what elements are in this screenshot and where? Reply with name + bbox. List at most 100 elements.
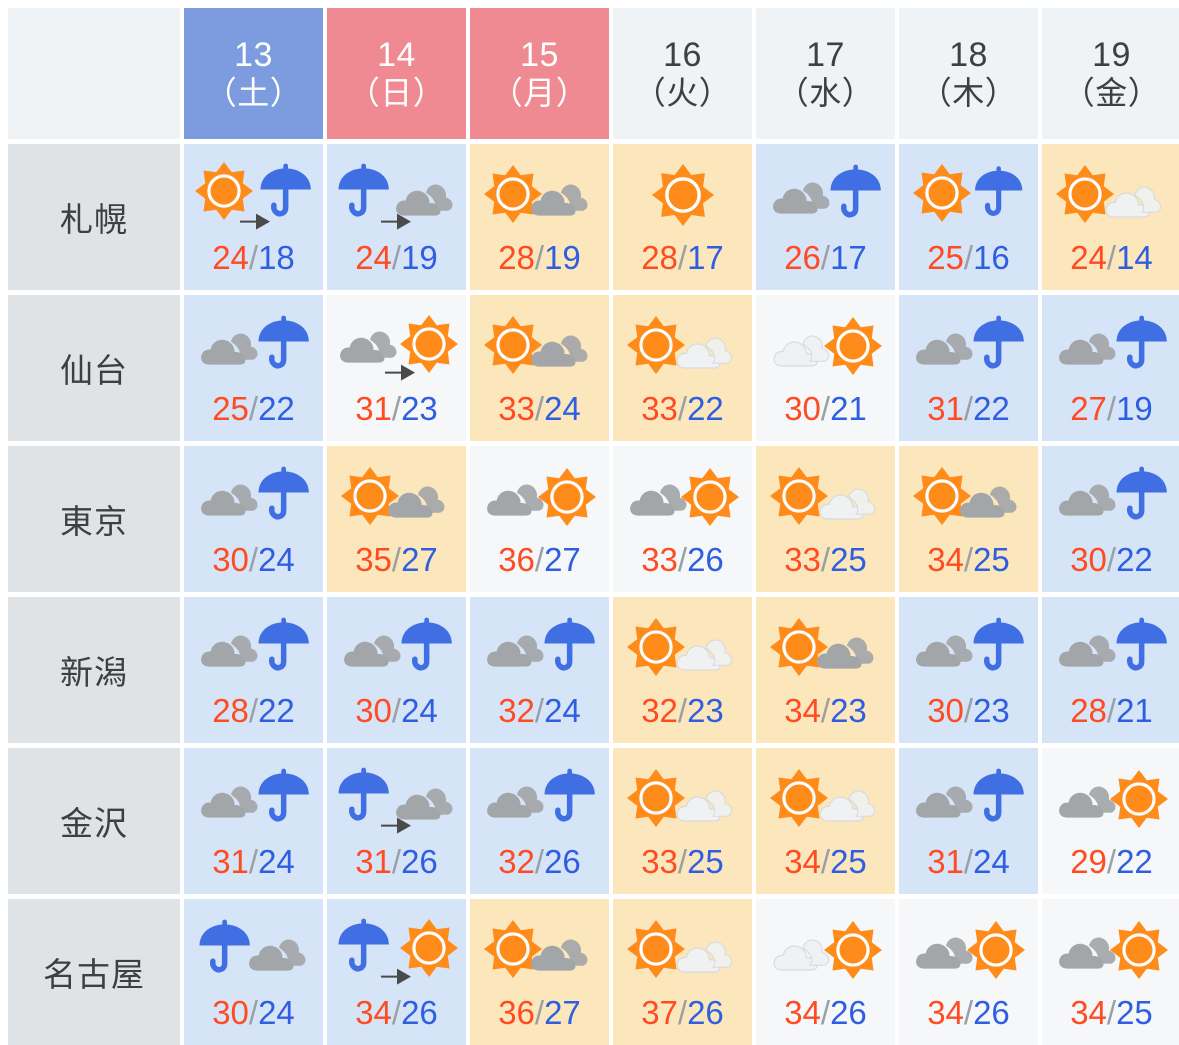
temperature-range: 31/22: [927, 390, 1010, 428]
forecast-cell[interactable]: 26/17: [756, 144, 895, 290]
weather-icon-sun-cloud: [470, 308, 609, 384]
forecast-cell[interactable]: 34/26: [756, 899, 895, 1045]
forecast-cell[interactable]: 28/21: [1042, 597, 1179, 743]
temperature-separator: /: [820, 692, 831, 729]
header-day-number: 17: [806, 35, 845, 74]
forecast-cell[interactable]: 34/25: [899, 446, 1038, 592]
temperature-separator: /: [534, 692, 545, 729]
forecast-cell[interactable]: 34/23: [756, 597, 895, 743]
temperature-high: 34: [784, 994, 821, 1031]
temperature-high: 27: [1070, 390, 1107, 427]
temperature-separator: /: [963, 843, 974, 880]
temperature-range: 26/17: [784, 239, 867, 277]
temperature-separator: /: [963, 390, 974, 427]
temperature-high: 28: [212, 692, 249, 729]
forecast-cell[interactable]: 24/14: [1042, 144, 1179, 290]
weather-icon-cloud-rain: [470, 610, 609, 686]
forecast-cell[interactable]: 30/24: [327, 597, 466, 743]
forecast-cell[interactable]: 31/23: [327, 295, 466, 441]
forecast-cell[interactable]: 28/17: [613, 144, 752, 290]
forecast-cell[interactable]: 33/25: [613, 748, 752, 894]
forecast-cell[interactable]: 28/19: [470, 144, 609, 290]
temperature-high: 30: [784, 390, 821, 427]
forecast-cell[interactable]: 33/25: [756, 446, 895, 592]
forecast-cell[interactable]: 30/21: [756, 295, 895, 441]
weather-icon-cloud-rain: [184, 459, 323, 535]
temperature-low: 21: [1116, 692, 1153, 729]
weather-icon-sun-cloud: [899, 459, 1038, 535]
forecast-cell[interactable]: 29/22: [1042, 748, 1179, 894]
temperature-low: 19: [544, 239, 581, 276]
temperature-low: 26: [401, 843, 438, 880]
weather-icon-whitecloud-sun: [756, 912, 895, 988]
forecast-cell[interactable]: 31/26: [327, 748, 466, 894]
temperature-low: 18: [258, 239, 295, 276]
forecast-cell[interactable]: 31/24: [899, 748, 1038, 894]
temperature-high: 25: [927, 239, 964, 276]
temperature-range: 30/22: [1070, 541, 1153, 579]
forecast-cell[interactable]: 32/24: [470, 597, 609, 743]
forecast-cell[interactable]: 24/18: [184, 144, 323, 290]
forecast-cell[interactable]: 25/22: [184, 295, 323, 441]
temperature-high: 33: [641, 390, 678, 427]
forecast-cell[interactable]: 34/26: [327, 899, 466, 1045]
forecast-cell[interactable]: 31/22: [899, 295, 1038, 441]
forecast-cell[interactable]: 30/22: [1042, 446, 1179, 592]
temperature-high: 34: [784, 692, 821, 729]
temperature-high: 29: [1070, 843, 1107, 880]
temperature-high: 26: [784, 239, 821, 276]
weather-icon-sun-cloud: [470, 912, 609, 988]
forecast-cell[interactable]: 34/25: [756, 748, 895, 894]
temperature-separator: /: [1106, 994, 1117, 1031]
forecast-cell[interactable]: 30/24: [184, 446, 323, 592]
temperature-low: 19: [401, 239, 438, 276]
temperature-high: 33: [641, 843, 678, 880]
weather-icon-rain-then-cloud: [327, 157, 466, 233]
temperature-separator: /: [677, 541, 688, 578]
weather-icon-cloud-sun: [1042, 912, 1179, 988]
forecast-cell[interactable]: 34/26: [899, 899, 1038, 1045]
forecast-cell[interactable]: 25/16: [899, 144, 1038, 290]
forecast-cell[interactable]: 35/27: [327, 446, 466, 592]
forecast-cell[interactable]: 32/26: [470, 748, 609, 894]
temperature-high: 24: [212, 239, 249, 276]
forecast-cell[interactable]: 36/27: [470, 899, 609, 1045]
temperature-high: 30: [927, 692, 964, 729]
weather-icon-cloud-sun: [1042, 761, 1179, 837]
forecast-cell[interactable]: 30/24: [184, 899, 323, 1045]
weather-icon-cloud-sun: [470, 459, 609, 535]
forecast-cell[interactable]: 28/22: [184, 597, 323, 743]
header-day-of-week: （水）: [776, 74, 875, 111]
temperature-low: 22: [1116, 541, 1153, 578]
forecast-cell[interactable]: 33/24: [470, 295, 609, 441]
temperature-high: 32: [498, 692, 535, 729]
forecast-cell[interactable]: 27/19: [1042, 295, 1179, 441]
temperature-low: 25: [973, 541, 1010, 578]
temperature-separator: /: [391, 692, 402, 729]
temperature-separator: /: [248, 843, 259, 880]
forecast-cell[interactable]: 33/22: [613, 295, 752, 441]
forecast-cell[interactable]: 33/26: [613, 446, 752, 592]
forecast-cell[interactable]: 37/26: [613, 899, 752, 1045]
column-header-day-18: 18 （木）: [899, 8, 1038, 139]
temperature-high: 33: [784, 541, 821, 578]
temperature-separator: /: [248, 541, 259, 578]
forecast-cell[interactable]: 34/25: [1042, 899, 1179, 1045]
weather-icon-sun-whitecloud: [613, 308, 752, 384]
forecast-cell[interactable]: 30/23: [899, 597, 1038, 743]
forecast-cell[interactable]: 36/27: [470, 446, 609, 592]
forecast-cell[interactable]: 24/19: [327, 144, 466, 290]
weather-icon-sun-cloud: [470, 157, 609, 233]
temperature-range: 33/24: [498, 390, 581, 428]
temperature-low: 25: [830, 541, 867, 578]
forecast-cell[interactable]: 31/24: [184, 748, 323, 894]
forecast-cell[interactable]: 32/23: [613, 597, 752, 743]
weather-icon-cloud-rain: [470, 761, 609, 837]
temperature-low: 16: [973, 239, 1010, 276]
weather-icon-rain-cloud: [184, 912, 323, 988]
temperature-separator: /: [820, 390, 831, 427]
temperature-separator: /: [820, 843, 831, 880]
header-day-of-week: （月）: [490, 74, 589, 111]
row-header-city: 金沢: [8, 748, 180, 894]
temperature-high: 34: [1070, 994, 1107, 1031]
